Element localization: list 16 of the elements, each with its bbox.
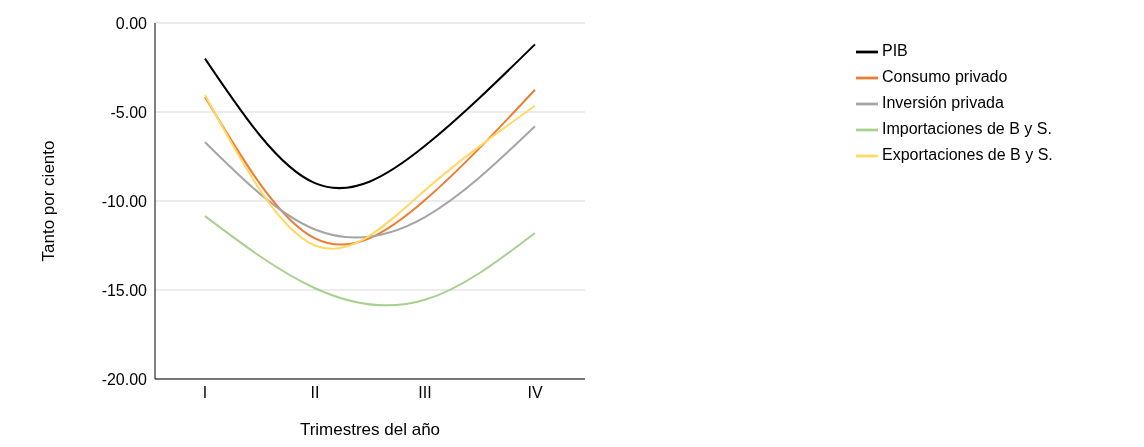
legend-label: Exportaciones de B y S. (882, 146, 1053, 163)
y-axis-title: Tanto por ciento (39, 140, 59, 262)
y-tick-label: -10.00 (101, 192, 148, 210)
x-tick-label: II (310, 384, 320, 402)
y-tick-label: -15.00 (101, 281, 148, 299)
y-tick-label: 0.00 (115, 14, 148, 32)
x-tick-label: I (202, 384, 208, 402)
x-axis-title: Trimestres del año (299, 420, 441, 439)
y-tick-label: -5.00 (110, 103, 148, 121)
x-tick-label: III (418, 384, 432, 402)
legend-label: Inversión privada (882, 94, 1004, 111)
legend-label: Importaciones de B y S. (882, 120, 1052, 137)
x-tick-label: IV (527, 384, 543, 402)
y-tick-label: -20.00 (101, 370, 148, 388)
legend-label: PIB (882, 42, 908, 59)
legend-label: Consumo privado (882, 68, 1008, 85)
